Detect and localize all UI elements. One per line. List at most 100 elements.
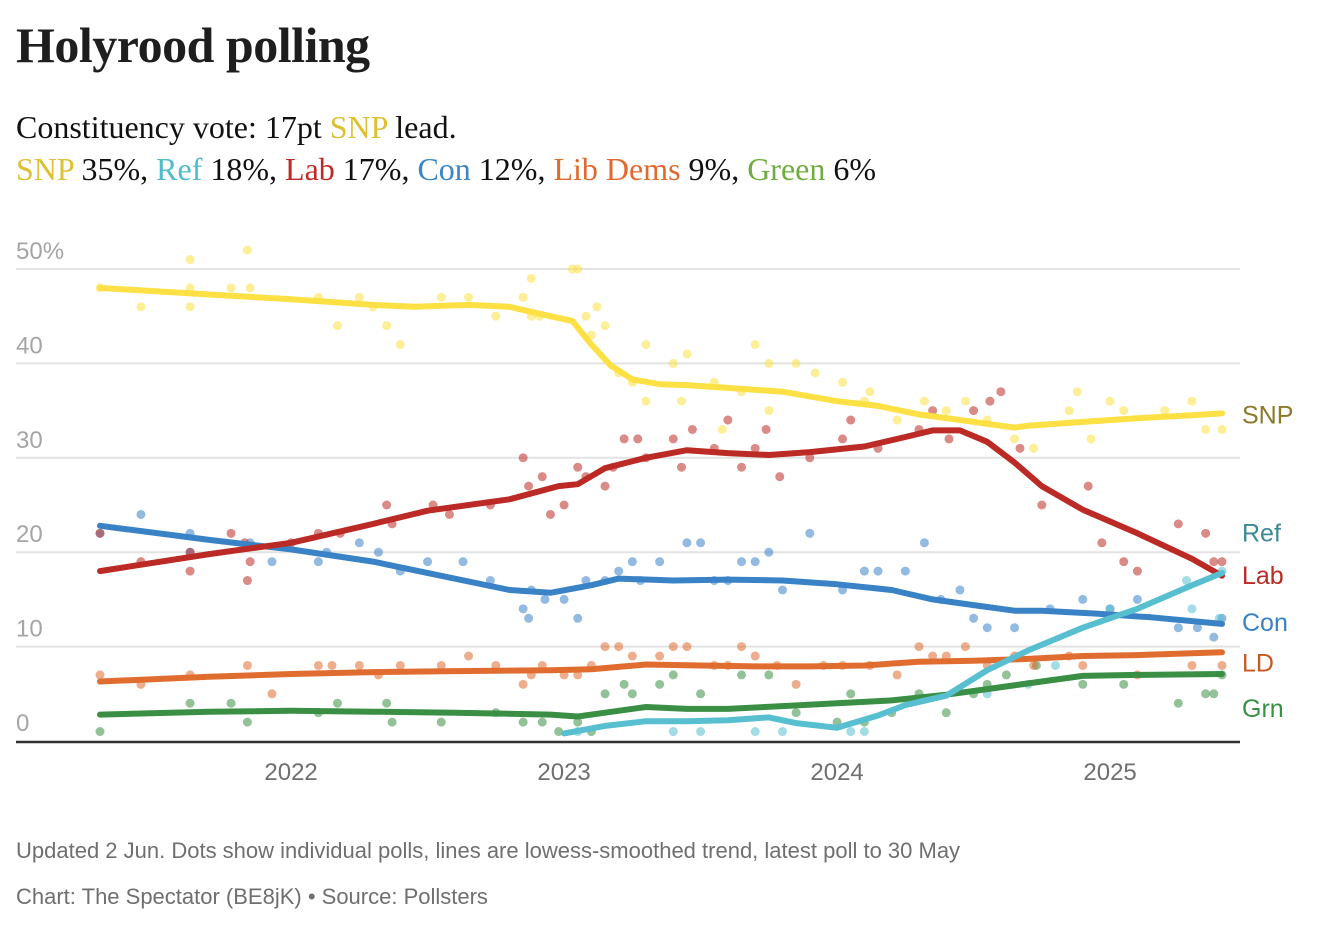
- share-party-snp: SNP: [16, 151, 74, 187]
- poll-dot-lab: [1209, 557, 1219, 567]
- poll-dot-lab: [633, 434, 643, 444]
- poll-dot-grn: [387, 717, 397, 727]
- poll-dot-ld: [313, 660, 323, 670]
- poll-dot-snp: [245, 283, 255, 293]
- poll-dot-lab: [805, 453, 815, 463]
- poll-dot-ld: [928, 651, 938, 661]
- poll-dot-lab: [245, 557, 255, 567]
- poll-dot-grn: [941, 708, 951, 718]
- poll-dot-con: [696, 538, 706, 548]
- poll-dot-snp: [717, 424, 727, 434]
- poll-dot-ld: [600, 642, 610, 652]
- trend-line-lab: [97, 427, 1225, 579]
- poll-dot-grn: [95, 727, 105, 737]
- poll-dot-grn: [333, 698, 343, 708]
- poll-dot-ld: [1187, 660, 1197, 670]
- poll-dot-snp: [641, 396, 651, 406]
- poll-dot-con: [573, 613, 583, 623]
- poll-dot-snp: [676, 396, 686, 406]
- poll-dot-con: [873, 566, 883, 576]
- poll-dot-ld: [267, 689, 277, 699]
- y-tick-label: 0: [16, 710, 29, 737]
- poll-dot-con: [313, 557, 323, 567]
- poll-dot-lab: [559, 500, 569, 510]
- share-party-lib-dems: Lib Dems: [553, 151, 681, 187]
- poll-dot-ld: [573, 670, 583, 680]
- poll-dot-grn: [655, 679, 665, 689]
- poll-dot-con: [919, 538, 929, 548]
- poll-dot-lab: [242, 576, 252, 586]
- poll-dot-lab: [761, 424, 771, 434]
- poll-dot-ld: [791, 679, 801, 689]
- subtitle-line-shares: SNP 35%, Ref 18%, Lab 17%, Con 12%, Lib …: [16, 148, 876, 190]
- subtitle-line-lead: Constituency vote: 17pt SNP lead.: [16, 106, 876, 148]
- trend-lines: [97, 284, 1225, 737]
- poll-dot-ref: [750, 727, 760, 737]
- poll-dot-snp: [1201, 424, 1211, 434]
- poll-dot-lab: [95, 528, 105, 538]
- poll-dot-ld: [627, 651, 637, 661]
- poll-dot-lab: [676, 462, 686, 472]
- poll-chart: 0 10 20 30 40 50% 2022 2023 2024 2025 SNP Ref Lab C…: [16, 238, 1293, 786]
- poll-dot-ld: [1078, 660, 1088, 670]
- poll-dot-snp: [764, 358, 774, 368]
- poll-dot-snp: [382, 321, 392, 331]
- poll-dot-snp: [791, 358, 801, 368]
- footer-credit: Chart: The Spectator (BE8jK) • Source: P…: [16, 884, 488, 909]
- poll-dot-snp: [892, 415, 902, 425]
- poll-dot-snp: [464, 292, 474, 302]
- poll-dot-lab: [737, 462, 747, 472]
- poll-dot-con: [614, 566, 624, 576]
- series-label-grn: Grn: [1242, 695, 1284, 723]
- poll-dot-con: [627, 557, 637, 567]
- poll-dot-snp: [764, 406, 774, 416]
- poll-dot-lab: [723, 415, 733, 425]
- share-value: 35%,: [73, 151, 157, 187]
- poll-dot-ld: [395, 660, 405, 670]
- poll-dot-lab: [518, 453, 528, 463]
- poll-dot-snp: [573, 264, 583, 274]
- poll-dot-grn: [846, 689, 856, 699]
- trend-line-snp: [97, 284, 1225, 431]
- poll-dot-grn: [1201, 689, 1211, 699]
- poll-dot-grn: [518, 717, 528, 727]
- lead-party: SNP: [329, 109, 388, 145]
- poll-dot-grn: [1001, 670, 1011, 680]
- share-value: 17%,: [334, 151, 418, 187]
- poll-dot-snp: [395, 340, 405, 350]
- poll-dot-grn: [436, 717, 446, 727]
- poll-dot-snp: [1105, 396, 1115, 406]
- y-tick-label: 10: [16, 616, 43, 643]
- poll-dot-ld: [668, 642, 678, 652]
- poll-dot-ref: [777, 727, 787, 737]
- poll-dot-snp: [136, 302, 146, 312]
- poll-dot-grn: [696, 689, 706, 699]
- poll-dot-lab: [1132, 566, 1142, 576]
- poll-dot-snp: [436, 292, 446, 302]
- poll-dot-lab: [545, 509, 555, 519]
- series-labels: SNP Ref Lab Con LD Grn: [1242, 401, 1293, 723]
- y-tick-label: 40: [16, 332, 43, 359]
- poll-dot-snp: [641, 340, 651, 350]
- series-label-ref: Ref: [1242, 519, 1281, 547]
- poll-dot-con: [267, 557, 277, 567]
- poll-dot-lab: [619, 434, 629, 444]
- share-party-con: Con: [417, 151, 471, 187]
- poll-dot-snp: [491, 311, 501, 321]
- poll-dot-ld: [354, 660, 364, 670]
- poll-dot-con: [1010, 623, 1020, 633]
- poll-dot-lab: [1083, 481, 1093, 491]
- series-label-ld: LD: [1242, 650, 1274, 678]
- poll-dot-lab: [838, 434, 848, 444]
- poll-dot-ld: [892, 670, 902, 680]
- trend-line-ref: [561, 570, 1225, 737]
- trend-line-ld: [97, 649, 1225, 685]
- poll-dot-grn: [627, 689, 637, 699]
- share-party-ref: Ref: [156, 151, 203, 187]
- poll-dot-ld: [1217, 660, 1227, 670]
- x-tick-label: 2025: [1083, 759, 1136, 786]
- poll-dot-grn: [185, 698, 195, 708]
- poll-dot-snp: [865, 387, 875, 397]
- poll-dot-lab: [444, 509, 454, 519]
- poll-dot-snp: [354, 292, 364, 302]
